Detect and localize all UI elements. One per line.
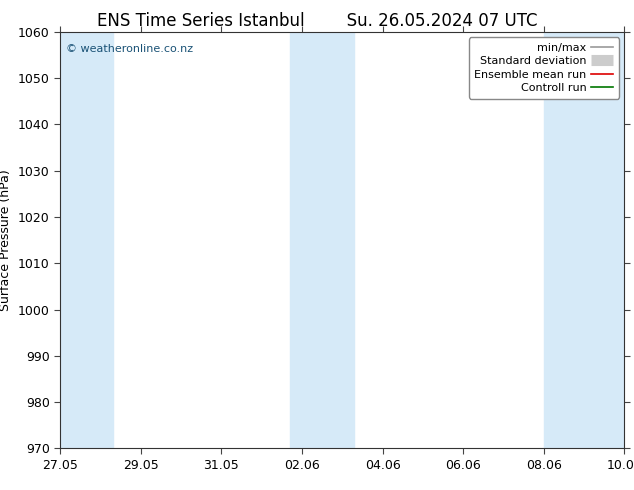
Text: © weatheronline.co.nz: © weatheronline.co.nz [66,44,193,54]
Text: ENS Time Series Istanbul        Su. 26.05.2024 07 UTC: ENS Time Series Istanbul Su. 26.05.2024 … [97,12,537,30]
Y-axis label: Surface Pressure (hPa): Surface Pressure (hPa) [0,169,13,311]
Bar [290,32,354,448]
Legend: min/max, Standard deviation, Ensemble mean run, Controll run: min/max, Standard deviation, Ensemble me… [469,37,619,98]
Bar [544,32,624,448]
Bar [60,32,113,448]
